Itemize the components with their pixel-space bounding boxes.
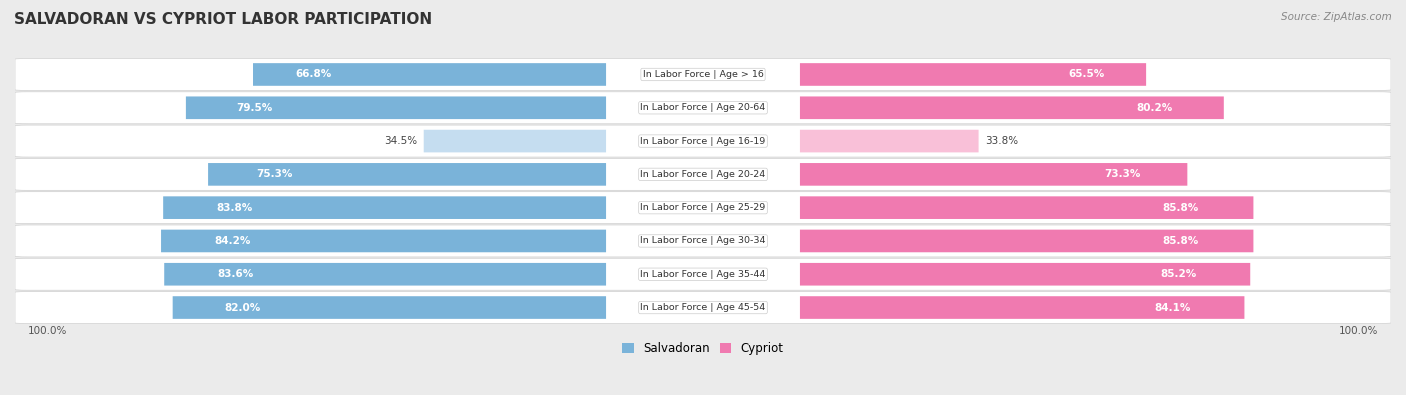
Text: In Labor Force | Age 20-64: In Labor Force | Age 20-64 xyxy=(640,103,766,112)
Text: 84.1%: 84.1% xyxy=(1154,303,1191,312)
Text: 80.2%: 80.2% xyxy=(1136,103,1173,113)
Text: In Labor Force | Age 45-54: In Labor Force | Age 45-54 xyxy=(640,303,766,312)
FancyBboxPatch shape xyxy=(15,292,1391,324)
FancyBboxPatch shape xyxy=(253,63,606,86)
Text: 66.8%: 66.8% xyxy=(295,70,332,79)
Text: In Labor Force | Age 35-44: In Labor Force | Age 35-44 xyxy=(640,270,766,279)
FancyBboxPatch shape xyxy=(800,63,1146,86)
FancyBboxPatch shape xyxy=(800,229,1253,252)
Text: Source: ZipAtlas.com: Source: ZipAtlas.com xyxy=(1281,12,1392,22)
FancyBboxPatch shape xyxy=(15,158,1391,190)
Text: 34.5%: 34.5% xyxy=(384,136,418,146)
Text: 73.3%: 73.3% xyxy=(1105,169,1140,179)
FancyBboxPatch shape xyxy=(15,125,1391,157)
Legend: Salvadoran, Cypriot: Salvadoran, Cypriot xyxy=(617,337,789,360)
FancyBboxPatch shape xyxy=(800,196,1253,219)
FancyBboxPatch shape xyxy=(15,58,1391,90)
FancyBboxPatch shape xyxy=(173,296,606,319)
FancyBboxPatch shape xyxy=(165,263,606,286)
Text: 65.5%: 65.5% xyxy=(1069,70,1105,79)
FancyBboxPatch shape xyxy=(163,196,606,219)
FancyBboxPatch shape xyxy=(162,229,606,252)
Text: 83.6%: 83.6% xyxy=(218,269,253,279)
FancyBboxPatch shape xyxy=(15,192,1391,224)
FancyBboxPatch shape xyxy=(800,263,1250,286)
Text: In Labor Force | Age 20-24: In Labor Force | Age 20-24 xyxy=(640,170,766,179)
Text: In Labor Force | Age 25-29: In Labor Force | Age 25-29 xyxy=(640,203,766,212)
Text: 85.8%: 85.8% xyxy=(1163,203,1199,213)
Text: SALVADORAN VS CYPRIOT LABOR PARTICIPATION: SALVADORAN VS CYPRIOT LABOR PARTICIPATIO… xyxy=(14,12,432,27)
Text: 85.8%: 85.8% xyxy=(1163,236,1199,246)
Text: 85.2%: 85.2% xyxy=(1160,269,1197,279)
FancyBboxPatch shape xyxy=(800,163,1187,186)
Text: In Labor Force | Age > 16: In Labor Force | Age > 16 xyxy=(643,70,763,79)
Text: 79.5%: 79.5% xyxy=(236,103,273,113)
FancyBboxPatch shape xyxy=(186,96,606,119)
Text: In Labor Force | Age 16-19: In Labor Force | Age 16-19 xyxy=(640,137,766,146)
Text: 33.8%: 33.8% xyxy=(984,136,1018,146)
FancyBboxPatch shape xyxy=(800,96,1223,119)
FancyBboxPatch shape xyxy=(15,225,1391,257)
FancyBboxPatch shape xyxy=(800,296,1244,319)
Text: 75.3%: 75.3% xyxy=(256,169,292,179)
FancyBboxPatch shape xyxy=(800,130,979,152)
FancyBboxPatch shape xyxy=(423,130,606,152)
Text: 82.0%: 82.0% xyxy=(225,303,262,312)
FancyBboxPatch shape xyxy=(15,258,1391,290)
FancyBboxPatch shape xyxy=(15,92,1391,124)
Text: 83.8%: 83.8% xyxy=(217,203,253,213)
FancyBboxPatch shape xyxy=(208,163,606,186)
Text: In Labor Force | Age 30-34: In Labor Force | Age 30-34 xyxy=(640,237,766,245)
Text: 84.2%: 84.2% xyxy=(215,236,250,246)
Text: 100.0%: 100.0% xyxy=(28,326,67,336)
Text: 100.0%: 100.0% xyxy=(1339,326,1378,336)
